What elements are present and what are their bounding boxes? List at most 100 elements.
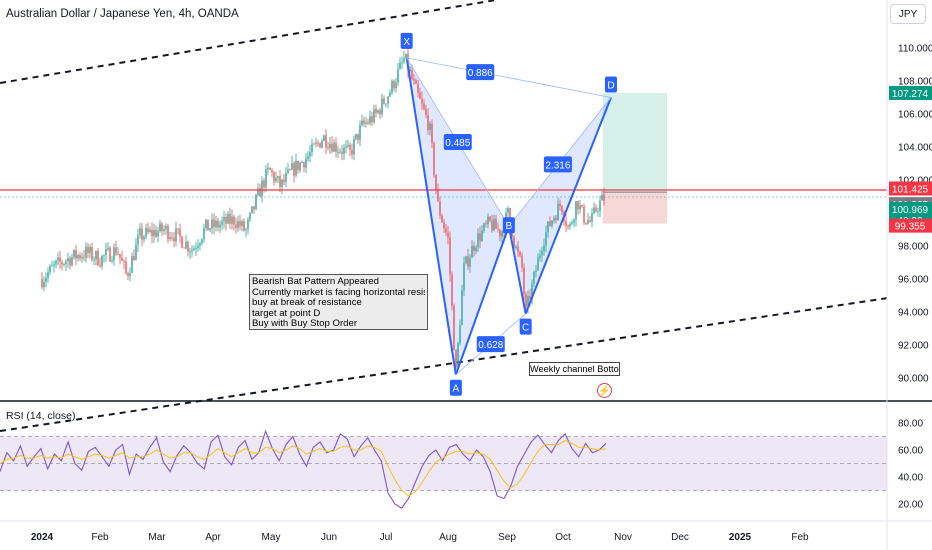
candle-body (95, 251, 97, 260)
candle-body (531, 283, 533, 300)
candle-body (339, 151, 341, 153)
candle-body (573, 219, 575, 223)
candle-body (119, 253, 121, 258)
price-tag-label: 100.969 (892, 205, 929, 216)
candle-body (557, 203, 559, 221)
price-tag (889, 218, 932, 233)
price-tick-label: 90.000 (898, 374, 929, 385)
candle-body (79, 255, 81, 259)
harmonic-pattern: X A B C D 0.886 0.485 0.628 2.316 (400, 32, 617, 396)
candle-body (559, 203, 561, 207)
pattern-point-label: D (607, 81, 614, 92)
candle-body (189, 251, 191, 253)
candle-body (135, 244, 137, 261)
candle-body (49, 265, 51, 273)
candle-body (411, 70, 413, 79)
candle-body (177, 228, 179, 230)
candle-body (461, 290, 463, 326)
rsi-title: RSI (14, close) (6, 410, 76, 422)
candle-body (271, 169, 273, 173)
candle-body (513, 236, 515, 248)
candle-body (163, 229, 165, 232)
candle-body (345, 146, 347, 148)
price-tag-label: 99.355 (895, 222, 926, 233)
candlestick-series (41, 47, 605, 370)
candle-body (155, 230, 157, 237)
candle-body (545, 232, 547, 246)
pattern-ratio-label: 0.485 (445, 138, 470, 149)
pattern-point-label: X (403, 37, 410, 48)
pattern-leg-bc (507, 226, 527, 314)
candle-body (267, 167, 269, 170)
candle-body (301, 162, 303, 163)
candle-body (167, 226, 169, 240)
candle-body (57, 257, 59, 261)
candle-body (379, 110, 381, 115)
candle-body (317, 142, 319, 144)
candle-body (593, 207, 595, 214)
candle-body (459, 325, 461, 344)
currency-button[interactable]: JPY (890, 4, 926, 24)
candle-body (137, 235, 139, 245)
candle-body (107, 247, 109, 250)
candle-body (509, 208, 511, 219)
lightning-icon[interactable]: ⚡ (597, 383, 612, 398)
candle-body (587, 220, 589, 224)
candle-body (445, 228, 447, 233)
price-tick-label: 98.000 (898, 242, 929, 253)
candle-body (403, 57, 405, 62)
time-tick-label: Oct (555, 532, 571, 543)
price-tag (889, 85, 932, 100)
candle-body (499, 229, 501, 237)
candle-body (421, 98, 423, 104)
channel-upper-line (0, 0, 497, 84)
candle-body (555, 217, 557, 221)
candle-body (111, 260, 113, 262)
time-tick-label: Mar (148, 532, 166, 543)
candle-body (583, 206, 585, 223)
candle-body (357, 134, 359, 140)
candle-body (305, 158, 307, 168)
candle-body (241, 221, 243, 227)
candle-body (77, 255, 79, 259)
candle-body (495, 218, 497, 229)
candle-body (537, 257, 539, 271)
candle-body (123, 260, 125, 262)
candle-body (257, 188, 259, 195)
candle-body (603, 194, 605, 201)
candle-body (485, 223, 487, 225)
candle-body (401, 61, 403, 63)
candle-body (273, 172, 275, 182)
candle-body (431, 123, 433, 144)
candle-body (479, 233, 481, 241)
candle-body (289, 169, 291, 171)
candle-body (73, 249, 75, 258)
price-tag-label: 107.274 (892, 89, 929, 100)
candle-body (329, 143, 331, 149)
candle-body (91, 247, 93, 260)
candle-body (247, 219, 249, 230)
candle-body (309, 152, 311, 157)
candle-body (323, 135, 325, 142)
candle-body (413, 78, 415, 81)
candle-body (61, 262, 63, 265)
candle-body (435, 174, 437, 190)
pattern-ratio-box (443, 134, 472, 151)
time-tick-label: May (262, 532, 281, 543)
pattern-point-label: A (453, 384, 460, 395)
candle-body (501, 231, 503, 237)
candle-body (543, 245, 545, 251)
candle-body (269, 167, 271, 170)
candle-body (195, 247, 197, 249)
candle-body (493, 218, 495, 231)
candle-body (525, 294, 527, 307)
time-tick-label: 2025 (729, 532, 752, 543)
candle-body (165, 226, 167, 230)
candle-body (465, 256, 467, 264)
candle-body (599, 200, 601, 212)
candle-body (283, 179, 285, 182)
candle-body (315, 142, 317, 144)
candle-body (263, 180, 265, 188)
